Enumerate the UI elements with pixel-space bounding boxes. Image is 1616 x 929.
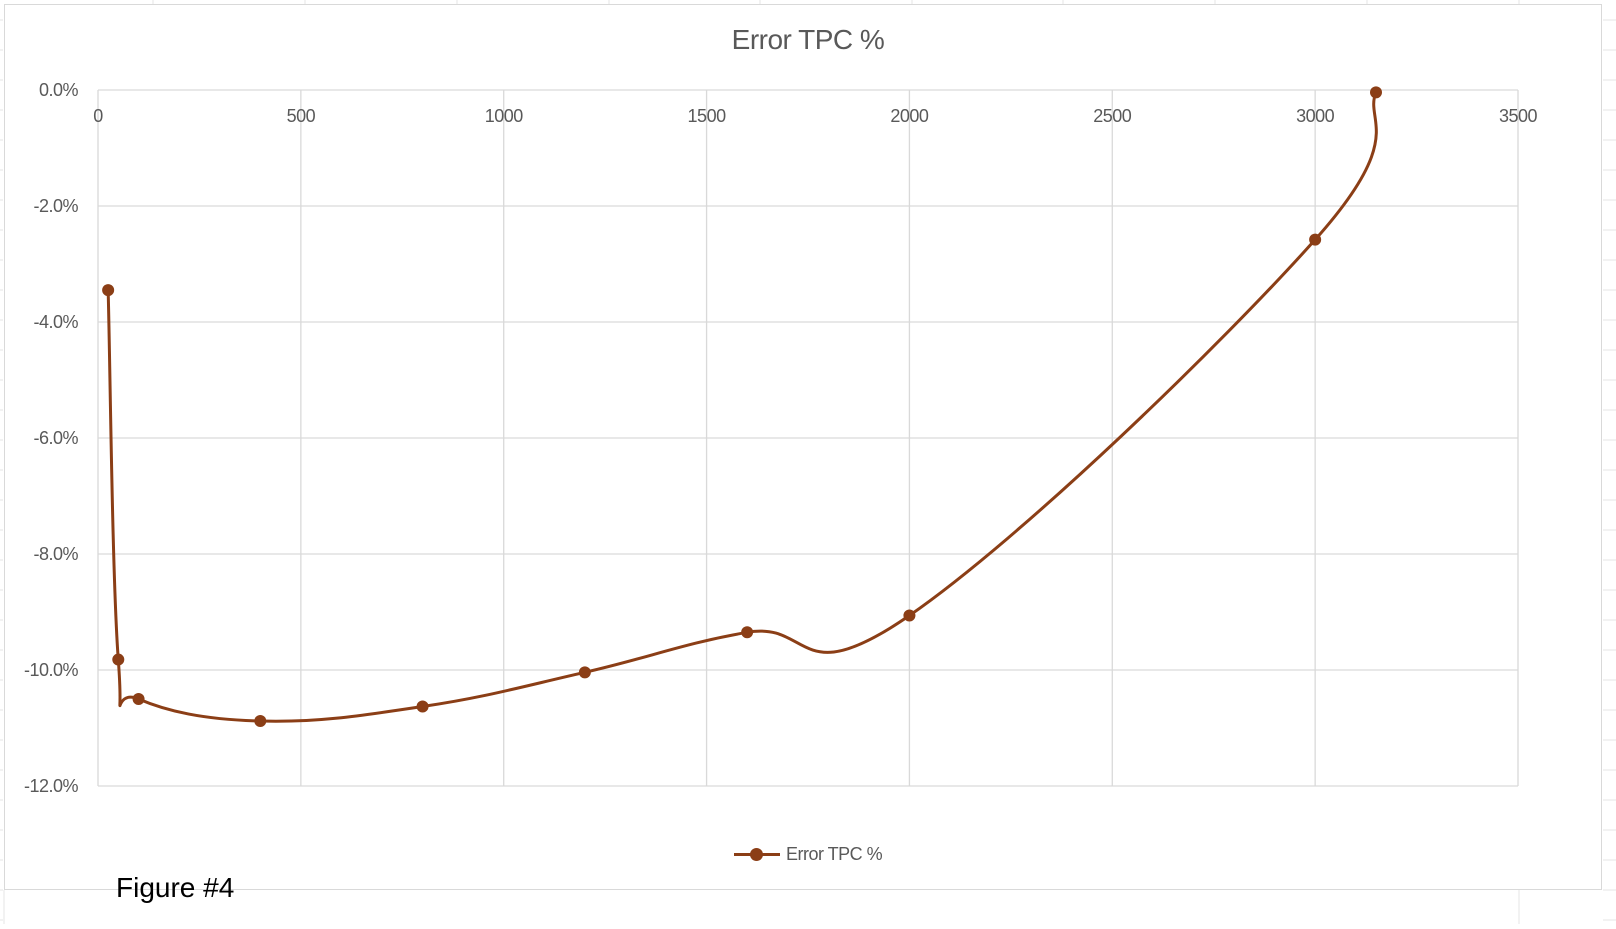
x-tick-label: 3000	[1296, 106, 1335, 126]
y-tick-label: -2.0%	[33, 196, 78, 216]
chart-area[interactable]	[4, 4, 1602, 890]
y-tick-label: -4.0%	[33, 312, 78, 332]
y-tick-label: -12.0%	[24, 776, 79, 796]
data-point	[112, 653, 125, 666]
x-tick-label: 1500	[688, 106, 727, 126]
y-tick-label: -10.0%	[24, 660, 79, 680]
x-tick-label: 3500	[1499, 106, 1538, 126]
data-point	[741, 626, 754, 639]
y-tick-label: -8.0%	[33, 544, 78, 564]
x-tick-label: 0	[93, 106, 103, 126]
x-tick-label: 1000	[485, 106, 524, 126]
legend-label: Error TPC %	[786, 843, 883, 864]
x-tick-label: 2500	[1093, 106, 1132, 126]
chart-title: Error TPC %	[731, 24, 885, 55]
x-tick-label: 2000	[890, 106, 929, 126]
series-line	[106, 90, 1378, 723]
x-tick-label: 500	[287, 106, 316, 126]
data-point	[102, 284, 115, 297]
data-point	[254, 715, 267, 728]
y-tick-label: 0.0%	[39, 80, 79, 100]
data-point	[1370, 86, 1382, 99]
y-tick-label: -6.0%	[33, 428, 78, 448]
data-point	[1309, 233, 1322, 246]
figure-caption: Figure #4	[116, 872, 235, 903]
data-point	[132, 693, 145, 705]
data-point	[903, 609, 916, 622]
legend-marker-icon	[734, 847, 780, 861]
legend[interactable]: Error TPC %	[734, 843, 883, 865]
data-point	[416, 700, 429, 713]
data-point	[578, 666, 591, 679]
